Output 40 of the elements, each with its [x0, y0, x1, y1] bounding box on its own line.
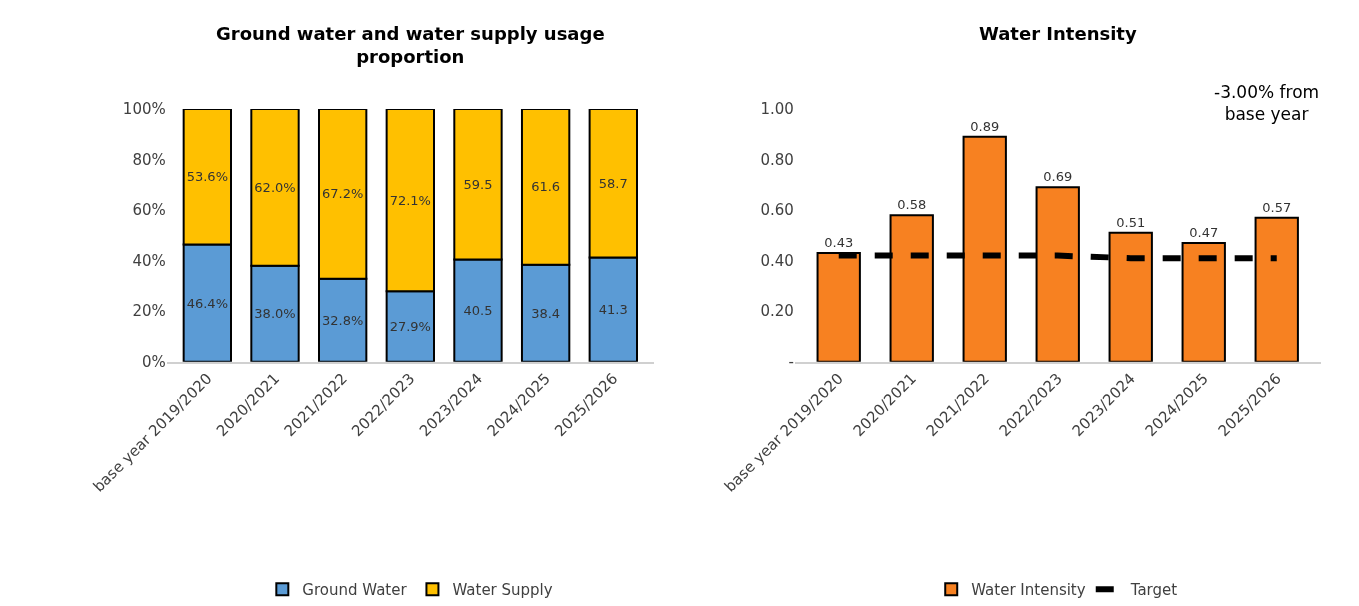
- y-tick-label: 20%: [132, 302, 166, 321]
- y-tick-label: 60%: [132, 201, 166, 220]
- data-label: 32.8%: [322, 312, 364, 328]
- data-label: 67.2%: [322, 186, 364, 202]
- data-label: 58.7: [598, 175, 628, 191]
- data-label: 27.9%: [389, 319, 431, 335]
- y-tick-label: 0.60: [760, 201, 794, 220]
- data-label: 40.5: [463, 303, 493, 319]
- data-label: 0.51: [1116, 214, 1146, 230]
- data-label: 72.1%: [389, 192, 431, 208]
- legend-label: Target: [1129, 581, 1178, 600]
- data-label: 46.4%: [186, 295, 228, 311]
- data-label: 0.47: [1189, 224, 1219, 240]
- data-label: 59.5: [463, 176, 493, 192]
- legend-label: Water Intensity: [971, 581, 1086, 600]
- y-tick-label: 0.40: [760, 251, 794, 270]
- data-label: 41.3: [598, 302, 628, 318]
- data-label: 62.0%: [254, 179, 296, 195]
- chart-title: Water Intensity: [979, 23, 1137, 44]
- data-label: 61.6: [531, 179, 561, 195]
- annotation: -3.00% from base year: [1214, 82, 1320, 125]
- data-label: 38.4: [531, 305, 561, 321]
- data-label: 0.58: [897, 197, 927, 213]
- y-tick-label: 1.00: [760, 100, 794, 119]
- y-tick-label: 0%: [141, 353, 166, 372]
- y-tick-label: -: [788, 353, 794, 372]
- data-label: 0.69: [1043, 169, 1073, 185]
- chart-title: Ground water and water supply usage proportion: [216, 23, 605, 68]
- y-tick-label: 0.20: [760, 302, 794, 321]
- y-tick-label: 40%: [132, 251, 166, 270]
- legend-label: Ground Water: [302, 581, 408, 600]
- data-label: 38.0%: [254, 306, 296, 322]
- y-tick-label: 80%: [132, 150, 166, 169]
- legend-label: Water Supply: [452, 581, 553, 600]
- y-tick-label: 100%: [122, 100, 166, 119]
- y-tick-label: 0.80: [760, 150, 794, 169]
- data-label: 0.89: [970, 118, 1000, 134]
- data-label: 0.57: [1262, 199, 1292, 215]
- data-label: 0.43: [824, 235, 854, 251]
- data-label: 53.6%: [186, 169, 228, 185]
